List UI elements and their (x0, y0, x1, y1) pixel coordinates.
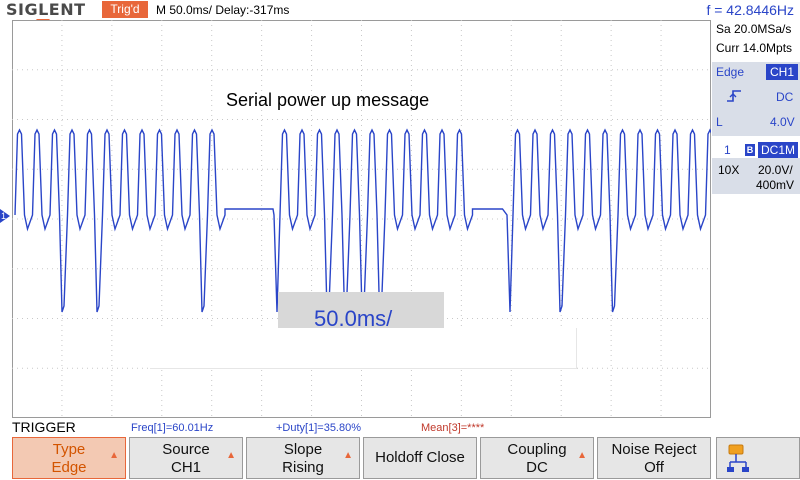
measurement-mean: Mean[3]=**** (421, 422, 485, 434)
softkey-bar: Type Edge ▲ Source CH1 ▲ Slope Rising ▲ … (0, 437, 800, 480)
updown-icon: ▲ (343, 450, 353, 461)
softkey-noise-value: Off (644, 459, 664, 476)
softkey-type[interactable]: Type Edge ▲ (12, 437, 126, 479)
waveform-display[interactable]: Serial power up message 50.0ms/ (12, 20, 724, 418)
measurement-duty: +Duty[1]=35.80% (276, 422, 362, 434)
measurement-freq: Freq[1]=60.01Hz (131, 422, 214, 434)
frequency-counter: f = 42.8446Hz (706, 2, 794, 18)
timebase-overlay-text: 50.0ms/ (314, 306, 393, 331)
trigger-status-badge: Trig'd (102, 1, 148, 18)
softkey-slope[interactable]: Slope Rising ▲ (246, 437, 360, 479)
ch1-waveform (14, 128, 711, 313)
updown-icon: ▲ (226, 450, 236, 461)
trigger-level: 4.0V (770, 115, 795, 129)
softkey-holdoff-label: Holdoff Close (375, 449, 465, 466)
updown-icon: ▲ (109, 450, 119, 461)
vertical-offset: 400mV (756, 178, 795, 192)
top-status-bar: SIGLENT Trig'd M 50.0ms/ Delay:-317ms f … (0, 0, 800, 20)
softkey-type-title: Type (52, 441, 86, 458)
trigger-info-box[interactable]: Edge CH1 DC L 4.0V (712, 62, 800, 136)
timebase-overlay: 50.0ms/ (278, 292, 444, 331)
network-icon (727, 444, 749, 472)
channel-coupling: DC1M (758, 142, 798, 158)
vertical-scale: 20.0V/ (758, 163, 793, 177)
rising-edge-icon (727, 90, 741, 102)
softkey-source[interactable]: Source CH1 ▲ (129, 437, 243, 479)
brand-logo: SIGLENT (6, 0, 86, 19)
softkey-slope-value: Rising (282, 459, 324, 476)
blank-overlay (150, 328, 577, 369)
trigger-source: CH1 (766, 64, 798, 80)
menu-title: TRIGGER (12, 419, 76, 435)
softkey-holdoff[interactable]: Holdoff Close (363, 437, 477, 479)
bandwidth-limit-icon: B (745, 144, 755, 156)
info-panel: Sa 20.0MSa/s Curr 14.0Mpts Edge CH1 DC L… (712, 20, 800, 418)
softkey-noise-reject[interactable]: Noise Reject Off (597, 437, 711, 479)
ch1-offset-marker[interactable]: 1 (0, 209, 12, 223)
trigger-coupling: DC (776, 90, 794, 104)
softkey-type-value: Edge (51, 459, 87, 476)
softkey-source-title: Source (162, 441, 210, 458)
softkey-source-value: CH1 (170, 459, 201, 476)
timebase-readout: M 50.0ms/ Delay:-317ms (156, 3, 290, 17)
memory-depth: Curr 14.0Mpts (716, 41, 793, 55)
sample-rate: Sa 20.0MSa/s (716, 22, 792, 36)
softkey-coupling[interactable]: Coupling DC ▲ (480, 437, 594, 479)
channel-number: 1 (724, 143, 731, 157)
graticule (12, 20, 711, 418)
channel-info-box[interactable]: 1 B DC1M 10X 20.0V/ 400mV (712, 142, 800, 194)
network-status[interactable] (716, 437, 800, 479)
trigger-level-label: L (716, 115, 723, 129)
softkey-coupling-value: DC (526, 459, 548, 476)
plot-title: Serial power up message (226, 90, 430, 110)
softkey-coupling-title: Coupling (507, 441, 567, 458)
softkey-noise-title: Noise Reject (611, 441, 697, 458)
probe-attenuation: 10X (718, 163, 740, 177)
trigger-type: Edge (716, 65, 745, 79)
ch1-marker-arrow-icon (0, 209, 10, 223)
ch1-marker-number: 1 (1, 211, 7, 221)
ch1-trace-line (14, 128, 711, 313)
softkey-slope-title: Slope (283, 441, 323, 458)
channel-header-row: 1 B DC1M (712, 142, 800, 158)
updown-icon: ▲ (577, 450, 587, 461)
